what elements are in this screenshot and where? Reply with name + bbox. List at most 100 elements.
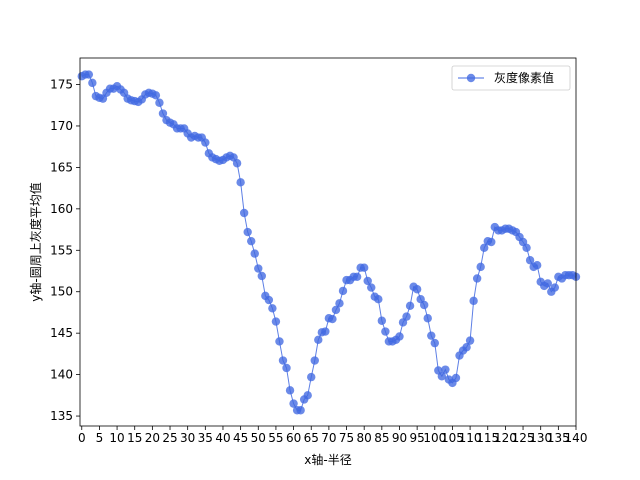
x-tick-label: 15 — [127, 431, 142, 445]
data-point — [268, 304, 277, 313]
y-axis-label: y轴-圆周上灰度平均值 — [28, 182, 43, 301]
x-tick-label: 25 — [162, 431, 177, 445]
legend-box — [451, 65, 571, 91]
data-point — [303, 391, 312, 400]
data-point — [377, 316, 387, 325]
y-tick-label: 175 — [50, 78, 73, 92]
data-point — [321, 327, 330, 336]
x-axis-label: x轴-半径 — [304, 452, 351, 467]
data-point — [462, 343, 471, 352]
y-tick-label: 135 — [50, 409, 73, 423]
data-point — [465, 336, 475, 345]
data-point — [441, 365, 450, 374]
data-point — [236, 178, 245, 187]
x-tick-label: 65 — [304, 431, 319, 445]
x-tick-label: 35 — [198, 431, 213, 445]
data-point — [307, 372, 316, 382]
x-tick-label: 140 — [565, 431, 588, 445]
data-point — [282, 363, 291, 373]
x-tick-label: 110 — [459, 431, 482, 445]
data-point — [427, 331, 436, 340]
y-tick-label: 155 — [50, 243, 73, 257]
data-point — [363, 276, 372, 286]
data-point — [451, 373, 461, 383]
data-point — [532, 261, 542, 270]
data-point — [423, 314, 432, 323]
data-point — [367, 283, 376, 292]
data-point — [430, 338, 439, 348]
data-point — [201, 138, 210, 147]
data-point — [381, 327, 390, 336]
y-tick-label: 170 — [50, 119, 73, 133]
x-tick-label: 5 — [96, 431, 104, 445]
y-tick-label: 150 — [50, 285, 73, 299]
data-point — [338, 286, 348, 296]
x-tick-label: 55 — [268, 431, 283, 445]
data-point — [402, 312, 411, 321]
data-point — [525, 256, 535, 265]
data-point — [472, 274, 482, 283]
data-point — [522, 243, 531, 253]
x-tick-label: 50 — [251, 431, 266, 445]
y-tick-label: 140 — [50, 368, 73, 382]
x-tick-label: 125 — [512, 431, 535, 445]
legend: 灰度像素值 — [451, 65, 571, 91]
data-point — [151, 91, 161, 100]
x-tick-label: 70 — [321, 431, 336, 445]
x-tick-label: 95 — [409, 431, 424, 445]
data-point — [469, 296, 478, 306]
x-tick-label: 90 — [392, 431, 407, 445]
x-tick-label: 45 — [233, 431, 248, 445]
data-point — [243, 227, 252, 237]
x-tick-label: 115 — [476, 431, 499, 445]
legend-entry-label: 灰度像素值 — [494, 70, 554, 85]
x-tick-label: 30 — [180, 431, 195, 445]
data-point — [158, 109, 168, 118]
x-tick-label: 20 — [145, 431, 160, 445]
series-line — [81, 74, 577, 411]
x-tick-label: 135 — [547, 431, 570, 445]
data-point — [331, 305, 341, 315]
x-tick-label: 40 — [215, 431, 230, 445]
data-point — [487, 237, 496, 247]
data-point — [412, 285, 422, 294]
y-tick-label: 165 — [50, 160, 73, 174]
data-point — [310, 356, 319, 365]
data-point — [285, 386, 295, 395]
data-point — [155, 98, 164, 107]
x-tick-label: 80 — [357, 431, 372, 445]
x-tick-label: 0 — [78, 431, 86, 445]
data-point — [359, 263, 369, 272]
data-point — [232, 159, 242, 168]
data-point — [296, 406, 305, 415]
y-axis-ticks: 135 140 145 150 155 160 165 170 175 — [50, 78, 80, 423]
data-point — [395, 332, 404, 341]
x-tick-label: 105 — [441, 431, 464, 445]
legend-marker-swatch — [466, 73, 476, 83]
x-tick-label: 120 — [494, 431, 517, 445]
x-tick-label: 85 — [374, 431, 389, 445]
x-tick-label: 130 — [529, 431, 552, 445]
data-point — [250, 249, 259, 258]
x-tick-label: 10 — [109, 431, 124, 445]
data-point — [314, 335, 323, 345]
data-point — [289, 399, 298, 408]
data-point — [88, 78, 97, 88]
data-point — [264, 295, 274, 305]
data-point — [405, 301, 415, 311]
x-tick-label: 75 — [339, 431, 354, 445]
data-point — [328, 314, 337, 324]
y-tick-label: 145 — [50, 326, 73, 340]
x-axis-ticks: 0 5 10 15 20 25 30 35 40 45 50 55 60 65 70 75 80 85 90 9510… — [78, 426, 588, 445]
data-point — [84, 70, 94, 79]
data-point — [437, 372, 447, 381]
y-tick-label: 160 — [50, 202, 73, 216]
data-point — [543, 279, 552, 288]
data-point — [374, 294, 383, 304]
data-point — [419, 300, 429, 310]
x-tick-label: 100 — [423, 431, 446, 445]
data-point — [278, 356, 288, 365]
data-point — [335, 299, 344, 308]
data-point — [257, 271, 267, 281]
data-point — [476, 262, 485, 272]
